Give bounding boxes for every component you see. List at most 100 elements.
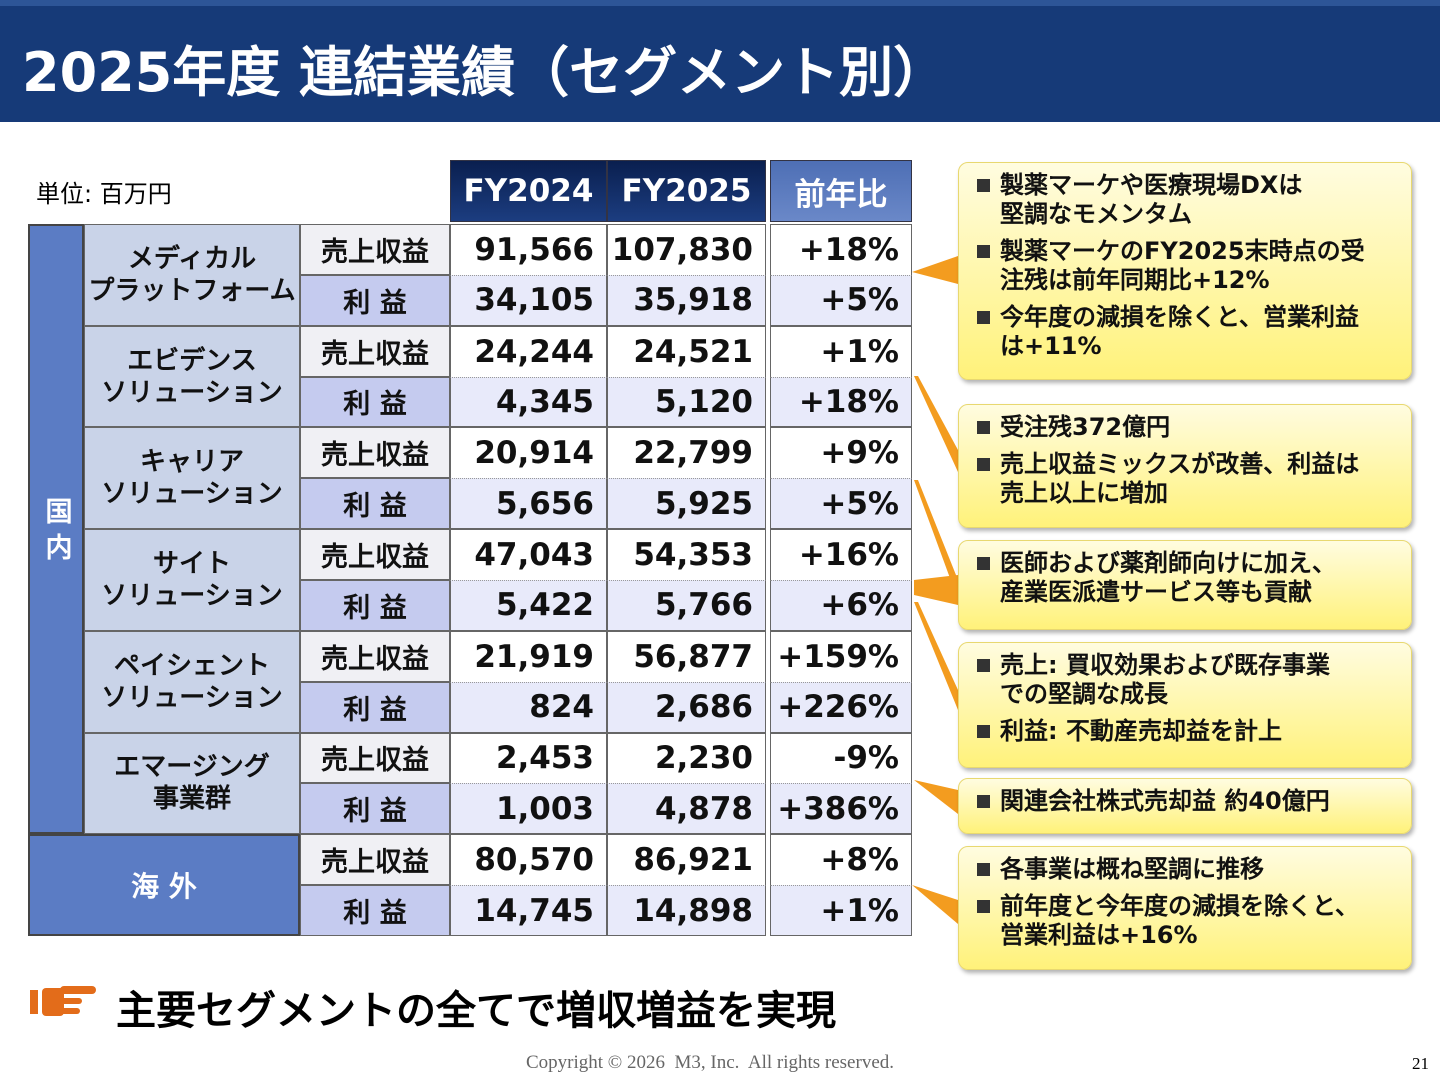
value-cell: +1% (770, 325, 912, 377)
bullet-text: 売上: 買収効果および既存事業 での堅調な成長 (1000, 651, 1330, 709)
row-label: 利 益 (300, 885, 450, 936)
bullet-marker (977, 557, 990, 570)
title: 2025年度 連結業績（セグメント別） (22, 41, 948, 104)
bullet-line: 営業利益は+16% (1000, 921, 1198, 949)
unit: 単位: 百万円 (36, 180, 172, 208)
row-label: 利 益 (300, 376, 450, 428)
value-cell: 4,345 (450, 376, 607, 428)
bullet-line: 受注残372億円 (1000, 413, 1171, 441)
bullet-text: 関連会社株式売却益 約40億円 (1000, 787, 1330, 816)
bullet-text: 各事業は概ね堅調に推移 (1000, 855, 1264, 884)
bullet-line: 売上収益ミックスが改善、利益は (1000, 450, 1360, 478)
value-cell: 35,918 (607, 274, 766, 326)
segment-name-line: 事業群 (152, 784, 231, 815)
value-cell: 56,877 (607, 630, 766, 682)
callout: 医師および薬剤師向けに加え、 産業医派遣サービス等も貢献 (958, 540, 1412, 630)
bullet: 利益: 不動産売却益を計上 (977, 717, 1401, 746)
row-label: 売上収益 (300, 325, 450, 377)
value-cell: 5,925 (607, 478, 766, 530)
segment-name-line: プラットフォーム (88, 275, 296, 306)
value-cell: 824 (450, 681, 607, 733)
segment-name: エビデンス ソリューション (84, 325, 300, 428)
bullet-text: 受注残372億円 (1000, 413, 1170, 442)
value-cell: +159% (770, 630, 912, 682)
bullet-text: 医師および薬剤師向けに加え、 産業医派遣サービス等も貢献 (1000, 549, 1336, 607)
bullet-line: 利益: 不動産売却益を計上 (1000, 717, 1282, 745)
value-cell: 34,105 (450, 274, 607, 326)
value-cell: -9% (770, 732, 912, 784)
value-cell: 5,422 (450, 580, 607, 631)
bullet-line: 売上: 買収効果および既存事業 (1000, 651, 1330, 679)
value-cell: 2,230 (607, 732, 766, 784)
row-label: 売上収益 (300, 834, 450, 886)
callout: 各事業は概ね堅調に推移前年度と今年度の減損を除くと、 営業利益は+16% (958, 846, 1412, 970)
bullet-line: での堅調な成長 (1000, 680, 1168, 708)
value-cell: +386% (770, 783, 912, 835)
value-cell: 20,914 (450, 427, 607, 479)
segment-name-line: ソリューション (101, 580, 283, 611)
column-header: FY2024 (450, 160, 607, 222)
bullet: 今年度の減損を除くと、営業利益 は+11% (977, 303, 1401, 361)
segment-name-line: エビデンス (127, 345, 257, 376)
bullet-text: 売上収益ミックスが改善、利益は 売上以上に増加 (1000, 450, 1359, 508)
value-cell: 47,043 (450, 529, 607, 580)
bullet-line: は+11% (1000, 332, 1102, 360)
value-cell: +226% (770, 681, 912, 733)
value-cell: +16% (770, 529, 912, 580)
value-cell: +5% (770, 274, 912, 326)
segment-name: サイト ソリューション (84, 529, 300, 631)
value-cell: +5% (770, 478, 912, 530)
bullet: 医師および薬剤師向けに加え、 産業医派遣サービス等も貢献 (977, 549, 1401, 607)
bullet-line: 前年度と今年度の減損を除くと、 (1000, 892, 1360, 920)
value-cell: 5,656 (450, 478, 607, 530)
value-cell: +18% (770, 224, 912, 275)
row-label: 利 益 (300, 681, 450, 733)
page-number: 21 (1412, 1054, 1429, 1073)
title-bar (0, 0, 1440, 122)
bullet-line: 各事業は概ね堅調に推移 (1000, 855, 1264, 883)
value-cell: +9% (770, 427, 912, 479)
bullet-marker (977, 458, 990, 471)
bullet-marker (977, 421, 990, 434)
segment-name-line: ソリューション (101, 377, 283, 408)
bullet-line: 製薬マーケのFY2025末時点の受 (1000, 237, 1365, 265)
bullet-marker (977, 900, 990, 913)
segment-name-line: エマージング (114, 752, 270, 783)
segment-name-line: ペイシェント (113, 650, 270, 681)
bullet: 製薬マーケや医療現場DXは 堅調なモメンタム (977, 171, 1401, 229)
segment-name-line: キャリア (139, 447, 244, 478)
segment-name: メディカル プラットフォーム (84, 224, 300, 326)
segment-name-line: メディカル (127, 243, 257, 274)
value-cell: 2,453 (450, 732, 607, 784)
value-cell: 14,898 (607, 885, 766, 936)
value-cell: 2,686 (607, 681, 766, 733)
segment-name: エマージング 事業群 (84, 732, 300, 835)
row-label: 利 益 (300, 478, 450, 530)
row-label: 売上収益 (300, 427, 450, 479)
segment-name: ペイシェント ソリューション (84, 630, 300, 733)
row-label: 利 益 (300, 783, 450, 835)
row-label: 売上収益 (300, 529, 450, 580)
bullet: 前年度と今年度の減損を除くと、 営業利益は+16% (977, 892, 1401, 950)
hand-icon (30, 986, 96, 1016)
bullet-line: 今年度の減損を除くと、営業利益 (1000, 303, 1360, 331)
value-cell: 54,353 (607, 529, 766, 580)
bullet: 関連会社株式売却益 約40億円 (977, 787, 1401, 816)
value-cell: 4,878 (607, 783, 766, 835)
value-cell: 21,919 (450, 630, 607, 682)
segment-name-line: ソリューション (101, 479, 283, 510)
bullet: 売上: 買収効果および既存事業 での堅調な成長 (977, 651, 1401, 709)
bullet-text: 前年度と今年度の減損を除くと、 営業利益は+16% (1000, 892, 1359, 950)
value-cell: +1% (770, 885, 912, 936)
bullet-text: 製薬マーケや医療現場DXは 堅調なモメンタム (1000, 171, 1302, 229)
callout: 関連会社株式売却益 約40億円 (958, 778, 1412, 834)
bullet-text: 製薬マーケのFY2025末時点の受 注残は前年同期比+12% (1000, 237, 1365, 295)
bullet-line: 産業医派遣サービス等も貢献 (1000, 578, 1312, 606)
segment-name-line: ソリューション (101, 682, 283, 713)
callout: 売上: 買収効果および既存事業 での堅調な成長利益: 不動産売却益を計上 (958, 642, 1412, 768)
bullet-marker (977, 795, 990, 808)
bullet-line: 注残は前年同期比+12% (1000, 266, 1270, 294)
value-cell: 22,799 (607, 427, 766, 479)
value-cell: 80,570 (450, 834, 607, 886)
